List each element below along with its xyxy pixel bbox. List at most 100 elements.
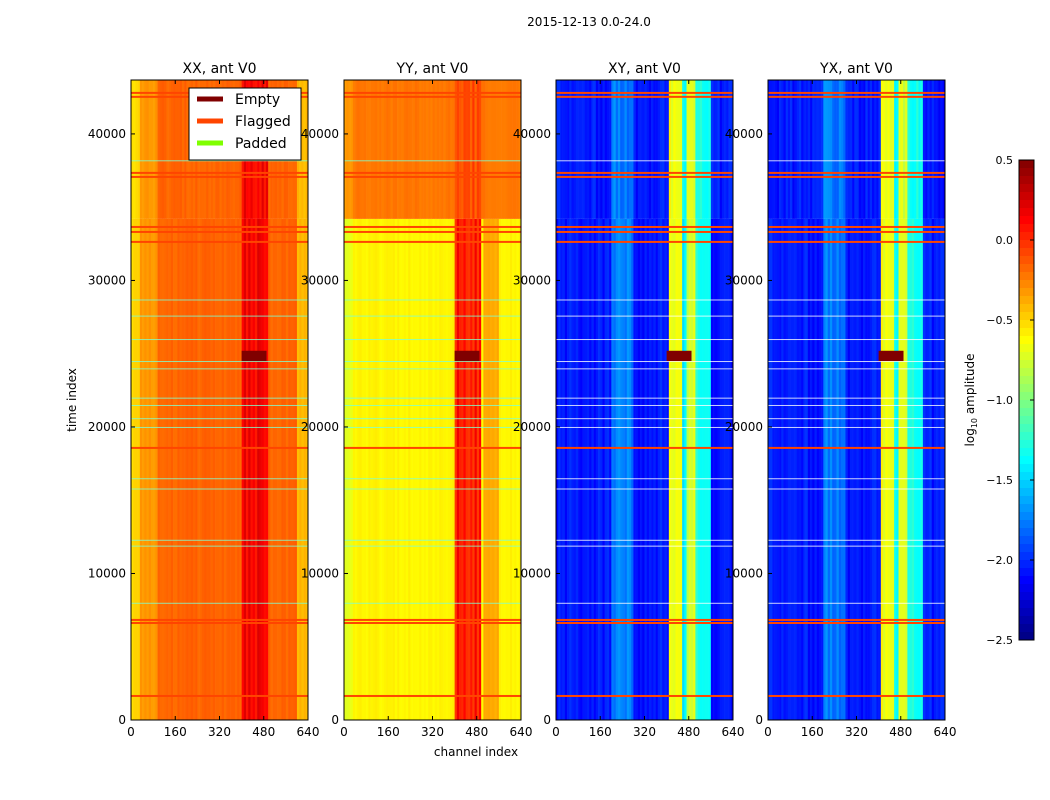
y-tick-label: 10000 bbox=[725, 566, 763, 580]
heatmap-column bbox=[792, 80, 795, 219]
colorbar-segment bbox=[1019, 408, 1034, 417]
heatmap-column bbox=[558, 80, 561, 219]
x-tick-label: 320 bbox=[633, 725, 656, 739]
suptitle: 2015-12-13 0.0-24.0 bbox=[527, 15, 651, 29]
heatmap-column bbox=[357, 80, 360, 219]
padded-row bbox=[131, 299, 308, 301]
heatmap-column bbox=[825, 218, 829, 720]
heatmap-column bbox=[671, 80, 674, 219]
padded-row bbox=[131, 478, 308, 480]
heatmap-column bbox=[142, 218, 145, 720]
heatmap-column bbox=[914, 80, 917, 219]
heatmap-column bbox=[805, 80, 809, 219]
heatmap-column bbox=[653, 80, 656, 219]
heatmap-column bbox=[832, 218, 835, 720]
heatmap-column bbox=[164, 218, 167, 720]
colorbar-segment bbox=[1019, 464, 1034, 473]
heatmap-column bbox=[617, 80, 621, 219]
heatmap-column bbox=[642, 80, 645, 219]
heatmap-column bbox=[346, 218, 349, 720]
padded-row bbox=[768, 299, 945, 301]
heatmap-column bbox=[796, 218, 800, 720]
heatmap-column bbox=[232, 218, 236, 720]
padded-row bbox=[344, 478, 521, 480]
heatmap-column bbox=[439, 80, 442, 219]
colorbar-segment bbox=[1019, 352, 1034, 361]
heatmap-column bbox=[898, 80, 902, 219]
padded-row bbox=[556, 404, 733, 406]
heatmap-column bbox=[459, 218, 462, 720]
heatmap-column bbox=[792, 218, 795, 720]
heatmap-column bbox=[569, 80, 572, 219]
heatmap-column bbox=[787, 218, 791, 720]
padded-row bbox=[344, 426, 521, 428]
heatmap-column bbox=[560, 80, 563, 219]
heatmap-column bbox=[721, 218, 725, 720]
heatmap-column bbox=[717, 80, 721, 219]
heatmap-column bbox=[394, 218, 398, 720]
colorbar-segment bbox=[1019, 232, 1034, 241]
padded-row bbox=[768, 426, 945, 428]
heatmap-column bbox=[408, 80, 411, 219]
heatmap-column bbox=[896, 218, 899, 720]
heatmap-column bbox=[829, 80, 833, 219]
flagged-row bbox=[344, 240, 521, 243]
heatmap-column bbox=[470, 218, 473, 720]
heatmap-column bbox=[633, 218, 636, 720]
heatmap-column bbox=[931, 218, 935, 720]
colorbar-segment bbox=[1019, 424, 1034, 433]
y-tick-label: 10000 bbox=[88, 566, 126, 580]
heatmap-column bbox=[366, 80, 369, 219]
heatmap-column bbox=[796, 80, 800, 219]
heatmap-column bbox=[279, 218, 282, 720]
heatmap-column bbox=[787, 80, 791, 219]
heatmap-column bbox=[436, 80, 440, 219]
heatmap-column bbox=[613, 218, 617, 720]
heatmap-column bbox=[474, 218, 478, 720]
colorbar-segment bbox=[1019, 272, 1034, 281]
heatmap-column bbox=[927, 218, 930, 720]
colorbar-segment bbox=[1019, 528, 1034, 537]
heatmap-column bbox=[436, 218, 440, 720]
x-tick-label: 0 bbox=[552, 725, 560, 739]
padded-row bbox=[556, 426, 733, 428]
heatmap-column bbox=[357, 218, 360, 720]
colorbar-tick-label: 0.0 bbox=[996, 234, 1014, 247]
heatmap-column bbox=[296, 218, 300, 720]
heatmap-column bbox=[825, 80, 829, 219]
heatmap-column bbox=[490, 218, 493, 720]
heatmap-column bbox=[401, 218, 405, 720]
heatmap-column bbox=[693, 80, 696, 219]
heatmap-column bbox=[823, 218, 826, 720]
colorbar-segment bbox=[1019, 336, 1034, 345]
heatmap-column bbox=[301, 218, 304, 720]
heatmap-column bbox=[175, 80, 178, 219]
heatmap-column bbox=[366, 218, 369, 720]
heatmap-column bbox=[907, 80, 910, 219]
heatmap-column bbox=[518, 80, 522, 219]
padded-row bbox=[344, 339, 521, 341]
padded-row bbox=[344, 160, 521, 162]
colorbar-segment bbox=[1019, 584, 1034, 593]
heatmap-column bbox=[472, 218, 475, 720]
heatmap-column bbox=[774, 218, 778, 720]
heatmap-column bbox=[708, 218, 712, 720]
flagged-row bbox=[556, 95, 733, 98]
heatmap-column bbox=[613, 80, 617, 219]
heatmap-column bbox=[876, 218, 879, 720]
heatmap-column bbox=[277, 218, 280, 720]
heatmap-column bbox=[485, 80, 489, 219]
heatmap-column bbox=[880, 218, 884, 720]
padded-row bbox=[344, 488, 521, 490]
heatmap-column bbox=[215, 218, 218, 720]
heatmap-column bbox=[779, 80, 782, 219]
heatmap-column bbox=[142, 80, 145, 219]
y-tick-label: 40000 bbox=[513, 127, 551, 141]
colorbar-segment bbox=[1019, 496, 1034, 505]
heatmap-column bbox=[518, 218, 522, 720]
heatmap-column bbox=[204, 218, 207, 720]
heatmap-column bbox=[303, 80, 307, 219]
colorbar-segment bbox=[1019, 632, 1034, 641]
heatmap-column bbox=[564, 80, 568, 219]
